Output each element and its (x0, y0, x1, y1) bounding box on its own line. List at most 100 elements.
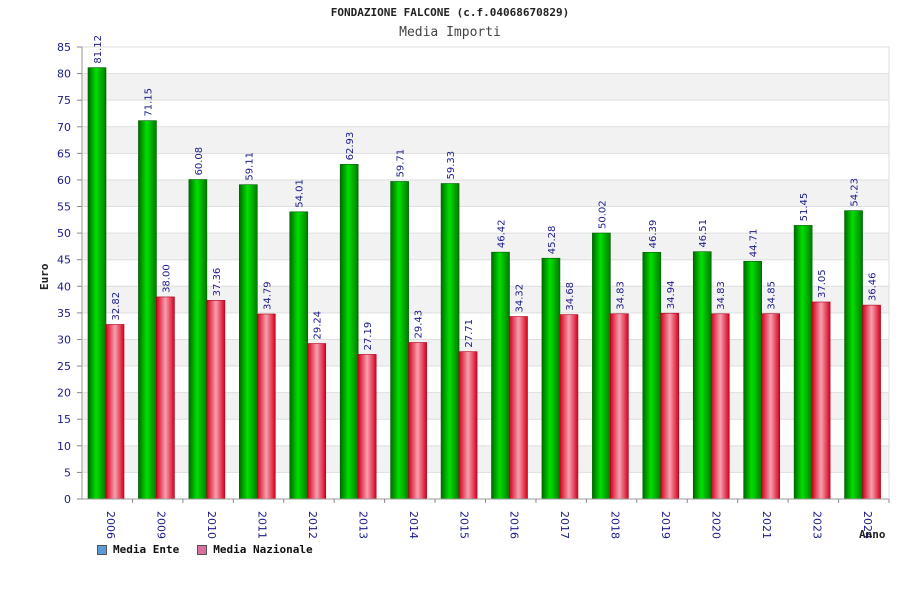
data-label: 32.82 (111, 292, 122, 321)
y-tick-label: 85 (57, 41, 71, 54)
bar-media-ente-2023 (793, 225, 813, 500)
grid-band (82, 73, 889, 101)
x-tick-label: 2014 (407, 511, 420, 539)
y-tick-label: 75 (57, 94, 71, 107)
data-label: 60.08 (194, 147, 205, 176)
grid-band (82, 126, 889, 154)
data-label: 36.46 (868, 272, 879, 301)
x-tick-label: 2018 (609, 511, 622, 539)
bar-media-nazionale-2021 (761, 313, 780, 500)
y-tick-label: 10 (57, 440, 71, 453)
y-tick-label: 60 (57, 174, 71, 187)
data-label: 27.71 (464, 319, 475, 348)
data-label: 59.11 (244, 152, 255, 181)
data-label: 59.71 (396, 149, 407, 178)
bar-media-nazionale-2016 (509, 316, 528, 500)
bar-media-ente-2011 (239, 184, 258, 500)
x-tick-label: 2012 (306, 511, 319, 539)
bar-media-nazionale-2009 (156, 296, 175, 500)
data-label: 81.12 (93, 35, 104, 64)
legend-label-media-ente: Media Ente (113, 543, 180, 556)
bar-media-ente-2013 (339, 164, 359, 500)
data-label: 59.33 (446, 151, 457, 180)
x-tick-label: 2023 (810, 511, 823, 539)
y-tick-label: 0 (64, 493, 71, 506)
bar-media-nazionale-2015 (458, 351, 478, 500)
data-label: 54.01 (295, 179, 306, 208)
bar-media-nazionale-2024 (862, 304, 881, 500)
x-tick-label: 2017 (558, 511, 571, 539)
x-tick-label: 2015 (457, 511, 470, 539)
data-label: 46.51 (698, 219, 709, 248)
chart-subtitle: Media Importi (399, 25, 501, 40)
y-tick-label: 35 (57, 307, 71, 320)
y-tick-label: 30 (57, 333, 71, 346)
y-tick-label: 70 (57, 121, 71, 134)
bar-media-ente-2006 (87, 67, 107, 500)
bar-media-nazionale-2017 (559, 314, 579, 500)
y-tick-label: 45 (57, 254, 71, 267)
x-tick-label: 2021 (760, 511, 773, 539)
grid-band (82, 100, 889, 127)
data-label: 54.23 (850, 178, 861, 207)
y-tick-label: 40 (57, 280, 71, 293)
data-label: 34.83 (615, 281, 626, 310)
data-label: 46.39 (648, 220, 659, 249)
bar-media-nazionale-2006 (105, 324, 125, 500)
grid-band (82, 47, 889, 74)
bar-media-ente-2017 (541, 257, 561, 500)
x-tick-label: 2009 (155, 511, 168, 539)
bar-media-nazionale-2010 (206, 300, 226, 500)
x-tick-label: 2020 (709, 511, 722, 539)
grid-band (82, 206, 889, 234)
data-label: 37.36 (212, 268, 223, 297)
y-tick-label: 65 (57, 147, 71, 160)
x-axis: 2006 2009 2010 2011 2012 2013 2014 2015 2016 2017… (82, 47, 890, 539)
x-tick-label: 2006 (104, 511, 117, 539)
data-label: 27.19 (363, 322, 374, 351)
y-tick-label: 20 (57, 387, 71, 400)
bar-media-nazionale-2018 (610, 313, 629, 500)
legend: Media Ente Media Nazionale (97, 543, 313, 556)
data-label: 46.42 (497, 220, 508, 249)
data-label: 34.79 (262, 281, 273, 310)
bar-media-nazionale-2023 (811, 301, 831, 500)
bar-media-ente-2009 (138, 120, 157, 500)
data-label: 34.68 (565, 282, 576, 311)
bar-media-ente-2024 (844, 210, 863, 500)
legend-item-media-nazionale: Media Nazionale (197, 543, 313, 556)
bar-media-ente-2018 (592, 232, 611, 500)
bar-media-ente-2019 (642, 252, 662, 500)
data-label: 38.00 (161, 264, 172, 293)
grid-band (82, 153, 889, 180)
bar-media-nazionale-2013 (357, 354, 377, 500)
bar-media-nazionale-2014 (408, 342, 427, 500)
bar-media-ente-2014 (390, 181, 409, 500)
bar-media-ente-2020 (692, 251, 712, 500)
bar-media-nazionale-2019 (660, 312, 680, 500)
data-label: 34.94 (666, 281, 677, 310)
bars: 81.12 32.82 71.15 38.00 60.08 37.36 59.11 34.79… (87, 35, 881, 500)
data-label: 37.05 (817, 269, 828, 298)
bar-media-ente-2012 (289, 211, 309, 500)
data-label: 45.28 (547, 226, 558, 255)
data-label: 34.85 (767, 281, 778, 310)
x-tick-label: 2011 (256, 511, 269, 539)
legend-label-media-nazionale: Media Nazionale (213, 543, 313, 556)
y-axis: 0 5 10 15 20 25 30 35 40 45 50 55 60 65 70 75 80 85 (57, 41, 83, 506)
x-tick-label: 2019 (659, 511, 672, 539)
data-label: 62.93 (345, 132, 356, 161)
grid-band (82, 233, 889, 260)
y-tick-label: 15 (57, 413, 71, 426)
grid-band (82, 179, 889, 207)
x-tick-label: 2016 (508, 511, 521, 539)
bar-media-nazionale-2011 (257, 313, 276, 500)
x-tick-label: 2010 (205, 511, 218, 539)
bar-media-nazionale-2012 (307, 343, 327, 500)
bar-media-ente-2015 (440, 183, 460, 500)
data-label: 51.45 (799, 193, 810, 222)
y-tick-label: 5 (64, 466, 71, 479)
chart-title: FONDAZIONE FALCONE (c.f.04068670829) (330, 6, 570, 19)
bar-media-ente-2016 (491, 251, 510, 500)
data-label: 34.83 (716, 281, 727, 310)
